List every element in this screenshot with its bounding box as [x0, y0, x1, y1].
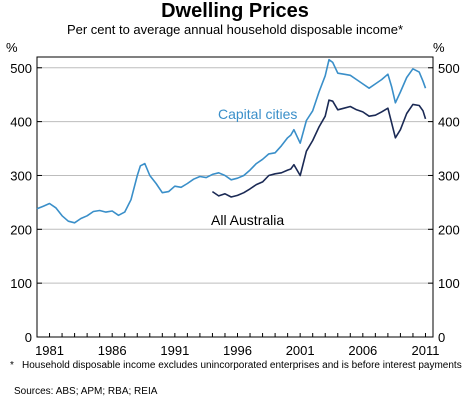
chart-subtitle: Per cent to average annual household dis…: [66, 22, 404, 37]
series-lines: [36, 58, 427, 224]
sources: Sources: ABS; APM; RBA; REIA: [14, 386, 158, 397]
y-tick-label-right: 200: [438, 222, 460, 237]
x-tick-label: 1996: [223, 343, 252, 358]
y-tick-label-left: 200: [10, 222, 32, 237]
x-tick-label: 1986: [98, 343, 127, 358]
y-tick-label-right: 500: [438, 61, 460, 76]
gridlines: [37, 67, 433, 284]
y-tick-label-right: 400: [438, 115, 460, 130]
y-tick-label-left: 100: [10, 276, 32, 291]
y-tick-label-right: 0: [438, 330, 445, 345]
y-tick-label-right: 300: [438, 168, 460, 183]
plot-frame: [36, 56, 434, 338]
x-tick-label: 2011: [411, 343, 439, 358]
y-tick-label-right: 100: [438, 276, 460, 291]
series-line-all-australia: [211, 99, 427, 198]
y-ticks: 0 0 100 100 200 200 300 300 400 400 500 500: [10, 61, 459, 345]
y-unit-right: %: [433, 40, 445, 55]
x-tick-label: 2001: [286, 343, 315, 358]
annotation-capital-cities: Capital cities: [218, 106, 297, 122]
chart-title: Dwelling Prices: [161, 0, 309, 22]
x-tick-label: 1991: [160, 343, 189, 358]
footnote: * Household disposable income excludes u…: [10, 360, 462, 372]
annotation-all-australia: All Australia: [211, 212, 284, 228]
x-tick-label: 1981: [35, 343, 64, 358]
y-tick-label-left: 0: [25, 330, 32, 345]
x-tick-label: 2006: [348, 343, 377, 358]
y-tick-label-left: 400: [10, 115, 32, 130]
series-line-capital-cities: [36, 58, 427, 224]
y-tick-label-left: 300: [10, 168, 32, 183]
footnote-star: *: [10, 360, 14, 371]
y-unit-left: %: [6, 40, 18, 55]
x-ticks: 1981 1986 1991 1996 2001 2006 2011: [35, 333, 439, 358]
footnote-text: Household disposable income excludes uni…: [22, 360, 462, 371]
y-tick-label-left: 500: [10, 61, 32, 76]
